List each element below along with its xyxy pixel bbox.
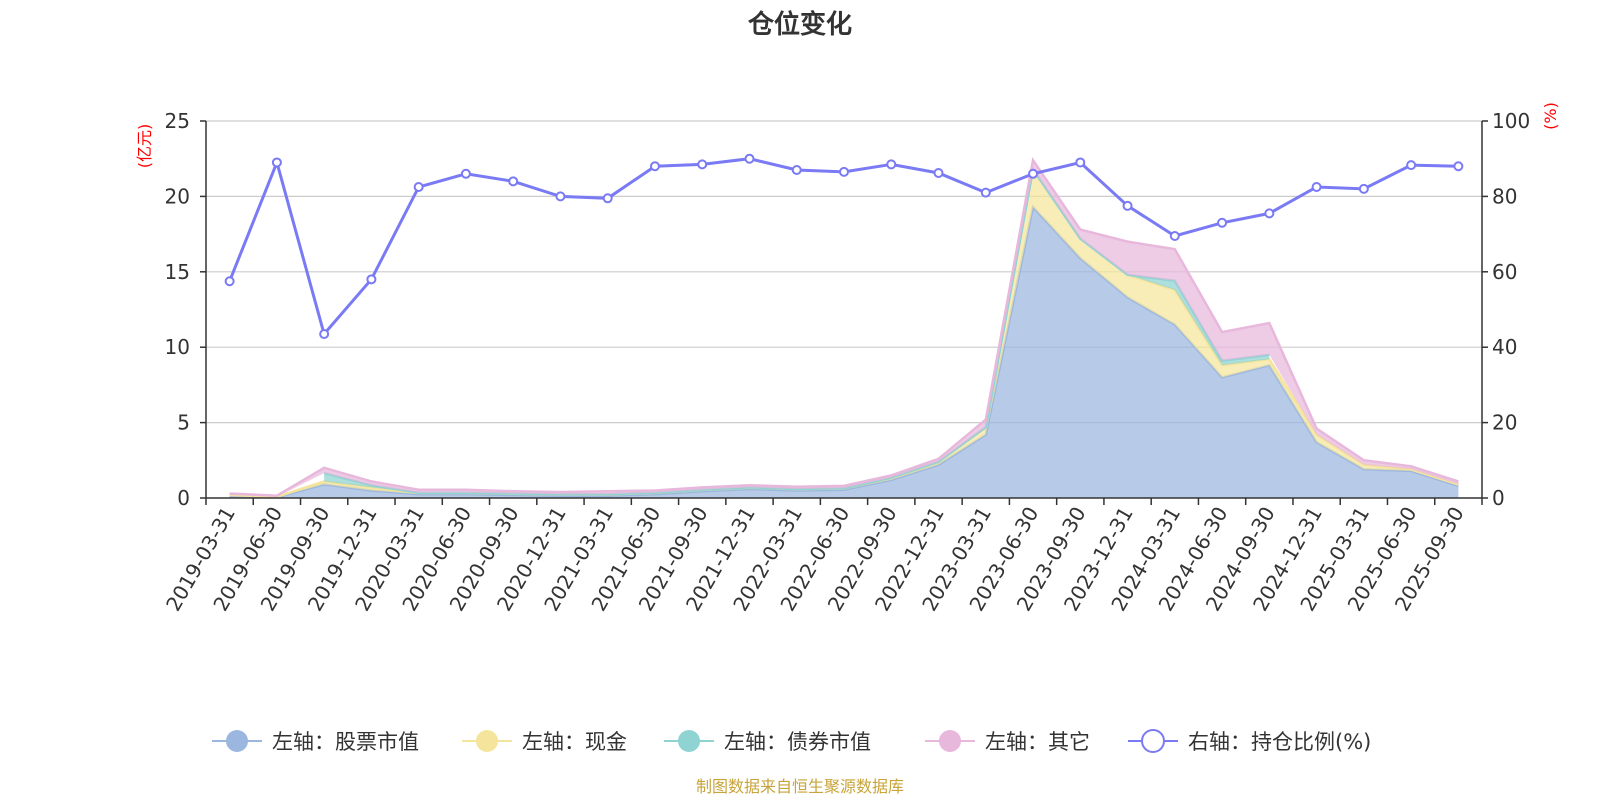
- legend-label: 右轴：持仓比例(%): [1188, 730, 1371, 754]
- ratio-point-2020-12-31: [555, 191, 566, 202]
- legend-item-2: 左轴：现金: [462, 730, 627, 754]
- right-tick-label-60: 60: [1492, 260, 1517, 284]
- ratio-line: [228, 157, 1459, 338]
- ratio-point-2024-09-30: [1264, 208, 1275, 219]
- right-tick-label-80: 80: [1492, 184, 1517, 208]
- left-tick-label-10: 10: [165, 335, 190, 359]
- legend-marker: [476, 730, 498, 752]
- legend-label: 左轴：现金: [522, 730, 627, 754]
- axes: [200, 120, 1488, 505]
- ratio-point-2019-09-30: [319, 329, 330, 340]
- ratio-point-2019-03-31: [224, 276, 235, 287]
- ratio-point-2022-06-30: [839, 166, 849, 177]
- axis-labels: 05101520250204060801002019-03-312019-06-…: [161, 109, 1530, 615]
- ratio-point-2021-03-31: [602, 193, 613, 204]
- ratio-point-2023-12-31: [1122, 200, 1133, 211]
- ratio-point-2021-09-30: [697, 159, 708, 170]
- right-axis-unit: (%): [1541, 102, 1560, 130]
- ratio-point-2024-03-31: [1169, 230, 1180, 241]
- ratio-point-2024-06-30: [1217, 217, 1228, 228]
- ratio-point-2021-12-31: [744, 153, 755, 164]
- ratio-line-series: [224, 153, 1464, 340]
- legend-item-4: 左轴：其它: [925, 730, 1090, 754]
- legend-marker: [678, 730, 700, 752]
- area-edge-series-4: [229, 156, 1459, 497]
- right-tick-label-0: 0: [1492, 486, 1505, 510]
- ratio-point-2022-03-31: [791, 165, 802, 176]
- left-tick-label-20: 20: [165, 184, 190, 208]
- left-tick-label-5: 5: [177, 411, 190, 435]
- legend-label: 左轴：股票市值: [272, 730, 419, 754]
- right-tick-label-20: 20: [1492, 411, 1517, 435]
- legend-item-1: 左轴：股票市值: [212, 730, 419, 754]
- ratio-point-2025-06-30: [1406, 160, 1417, 171]
- source-note: 制图数据来自恒生聚源数据库: [696, 777, 904, 796]
- left-tick-label-25: 25: [165, 109, 190, 133]
- ratio-point-2019-12-31: [366, 274, 377, 285]
- legend-item-5: 右轴：持仓比例(%): [1128, 729, 1371, 754]
- ratio-point-2020-09-30: [508, 176, 519, 187]
- left-tick-label-15: 15: [165, 260, 190, 284]
- chart-title: 仓位变化: [747, 10, 852, 40]
- ratio-point-2025-03-31: [1358, 183, 1369, 194]
- left-axis-unit: (亿元): [135, 124, 154, 169]
- legend-marker: [1141, 729, 1165, 753]
- stacked-areas: [229, 156, 1459, 499]
- ratio-point-2023-03-31: [980, 187, 991, 198]
- ratio-point-2021-06-30: [649, 161, 660, 172]
- legend-item-3: 左轴：债券市值: [664, 730, 871, 754]
- right-tick-label-40: 40: [1492, 335, 1517, 359]
- area-series-4: [229, 160, 1459, 497]
- ratio-point-2025-09-30: [1453, 161, 1464, 172]
- ratio-point-2022-12-31: [933, 168, 944, 179]
- right-tick-label-100: 100: [1492, 109, 1530, 133]
- ratio-point-2023-09-30: [1075, 157, 1086, 168]
- legend-label: 左轴：其它: [985, 730, 1090, 754]
- ratio-point-2023-06-30: [1028, 168, 1039, 179]
- legend: 左轴：股票市值 左轴：现金 左轴：债券市值 左轴：其它 右轴：持仓比例(%): [212, 729, 1371, 754]
- left-tick-label-0: 0: [177, 486, 190, 510]
- area-series-1: [229, 207, 1459, 498]
- ratio-point-2020-06-30: [460, 168, 471, 179]
- ratio-point-2020-03-31: [413, 181, 424, 192]
- ratio-point-2019-06-30: [271, 157, 282, 168]
- legend-marker: [939, 730, 961, 752]
- legend-marker: [226, 730, 248, 752]
- ratio-point-2024-12-31: [1311, 181, 1322, 192]
- ratio-point-2022-09-30: [886, 159, 897, 170]
- legend-label: 左轴：债券市值: [724, 730, 871, 754]
